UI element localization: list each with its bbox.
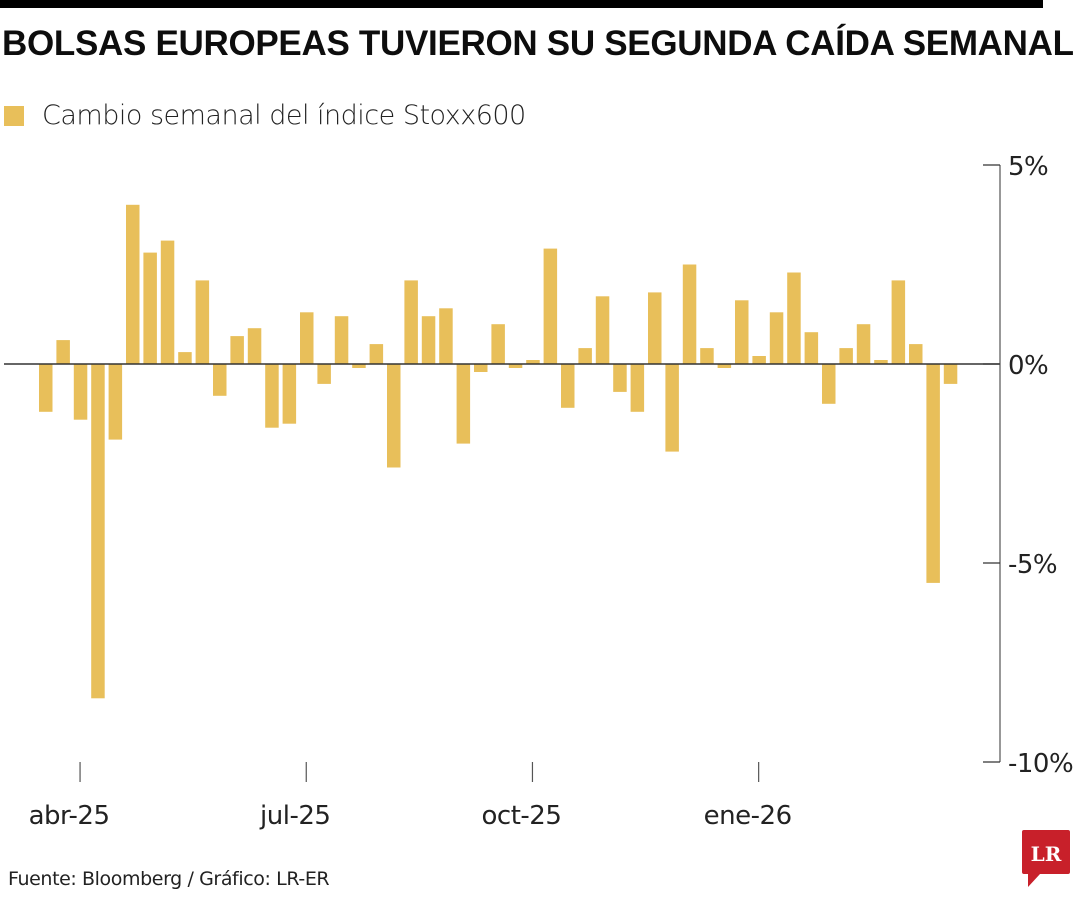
bar (909, 344, 923, 364)
bar (195, 280, 210, 364)
bar (943, 364, 958, 384)
bar (352, 364, 366, 368)
bar (508, 364, 523, 368)
bar (874, 360, 888, 364)
bar (578, 348, 592, 364)
x-tick-label: ene-26 (704, 801, 792, 831)
bar (334, 316, 349, 364)
bar (682, 264, 697, 364)
bar (456, 364, 471, 444)
bar (282, 364, 297, 424)
source-note: Fuente: Bloomberg / Gráfico: LR-ER (8, 868, 330, 890)
bar (143, 252, 157, 364)
y-tick-label: -10% (1008, 749, 1073, 779)
bar (648, 292, 662, 364)
bar (126, 204, 140, 364)
bar (752, 356, 766, 364)
bar (474, 364, 488, 372)
y-tick-label: -5% (1008, 550, 1057, 580)
bar (39, 364, 53, 412)
chart-title: BOLSAS EUROPEAS TUVIERON SU SEGUNDA CAÍD… (2, 24, 1074, 63)
bar (300, 312, 314, 364)
bar (439, 308, 453, 364)
bar (526, 360, 540, 364)
bar (56, 340, 70, 364)
bar (613, 364, 627, 392)
y-axis: 5% 0% -5% -10% (983, 152, 1074, 779)
bar (735, 300, 749, 364)
bar (630, 364, 645, 412)
bar (543, 248, 558, 364)
x-tick-label: oct-25 (482, 801, 562, 831)
top-rule (0, 0, 1043, 8)
bar (787, 272, 801, 364)
bar (822, 364, 836, 404)
bar (160, 240, 175, 364)
lr-logo: LR (1022, 830, 1070, 887)
bar (91, 364, 105, 699)
bar (561, 364, 575, 408)
x-axis: abr-25 jul-25 oct-25 ene-26 (29, 762, 792, 831)
logo-text: LR (1031, 842, 1062, 866)
y-tick-label: 0% (1008, 351, 1048, 381)
bar (247, 328, 262, 364)
bar (700, 348, 714, 364)
x-tick-label: abr-25 (29, 801, 110, 831)
bar (317, 364, 331, 384)
bar (178, 352, 192, 364)
bar (769, 312, 784, 364)
bar (804, 332, 819, 364)
bars-group (39, 204, 958, 699)
bar (421, 316, 436, 364)
bar (108, 364, 123, 440)
bar (387, 364, 401, 468)
bar (404, 280, 418, 364)
legend-swatch (4, 105, 24, 126)
bar (891, 280, 906, 364)
bar (213, 364, 227, 396)
bar (717, 364, 732, 368)
bar (230, 336, 244, 364)
legend: Cambio semanal del índice Stoxx600 (4, 100, 526, 131)
x-tick-label: jul-25 (259, 801, 330, 831)
bar (926, 364, 940, 583)
logo-speech-bubble-icon (1022, 830, 1070, 887)
legend-label: Cambio semanal del índice Stoxx600 (42, 100, 526, 131)
bar (665, 364, 679, 452)
y-tick-label: 5% (1008, 152, 1048, 182)
bar (265, 364, 279, 428)
bar (73, 364, 88, 420)
bar (595, 296, 610, 364)
bar (369, 344, 384, 364)
bar (491, 324, 505, 364)
bar (839, 348, 853, 364)
bar (856, 324, 871, 364)
